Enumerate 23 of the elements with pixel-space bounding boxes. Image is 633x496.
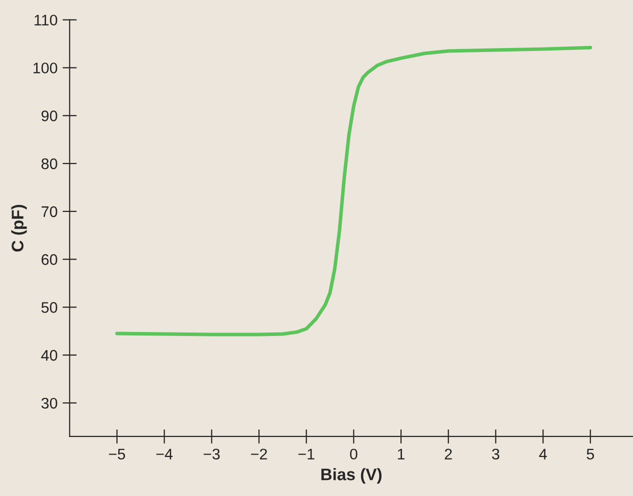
x-tick-label: −1	[298, 448, 314, 460]
y-tick-label: 70	[42, 206, 58, 218]
x-tick-label: 4	[539, 448, 547, 460]
y-tick-label: 110	[34, 14, 58, 26]
x-tick-label: 0	[350, 448, 358, 460]
x-tick-label: −3	[204, 448, 220, 460]
y-tick-label: 100	[34, 62, 58, 74]
x-tick-label: −5	[109, 448, 126, 460]
x-tick-label: 2	[444, 448, 452, 460]
x-tick-label: 3	[492, 448, 500, 460]
y-tick-label: 30	[41, 398, 58, 409]
x-tick-label: 1	[398, 448, 405, 460]
y-tick-label: 90	[42, 110, 58, 122]
x-tick-label: 5	[586, 448, 594, 460]
line-series	[115, 46, 592, 336]
y-tick-label: 40	[41, 350, 58, 361]
y-axis-title: C (pF)	[11, 204, 27, 252]
y-tick-label: 80	[41, 158, 58, 170]
x-tick-label: −4	[156, 448, 173, 460]
y-tick-label: 60	[42, 254, 58, 265]
x-axis-title: Bias (V)	[321, 468, 382, 484]
y-tick-label: 50	[41, 302, 58, 313]
x-tick-label: −2	[251, 448, 267, 460]
